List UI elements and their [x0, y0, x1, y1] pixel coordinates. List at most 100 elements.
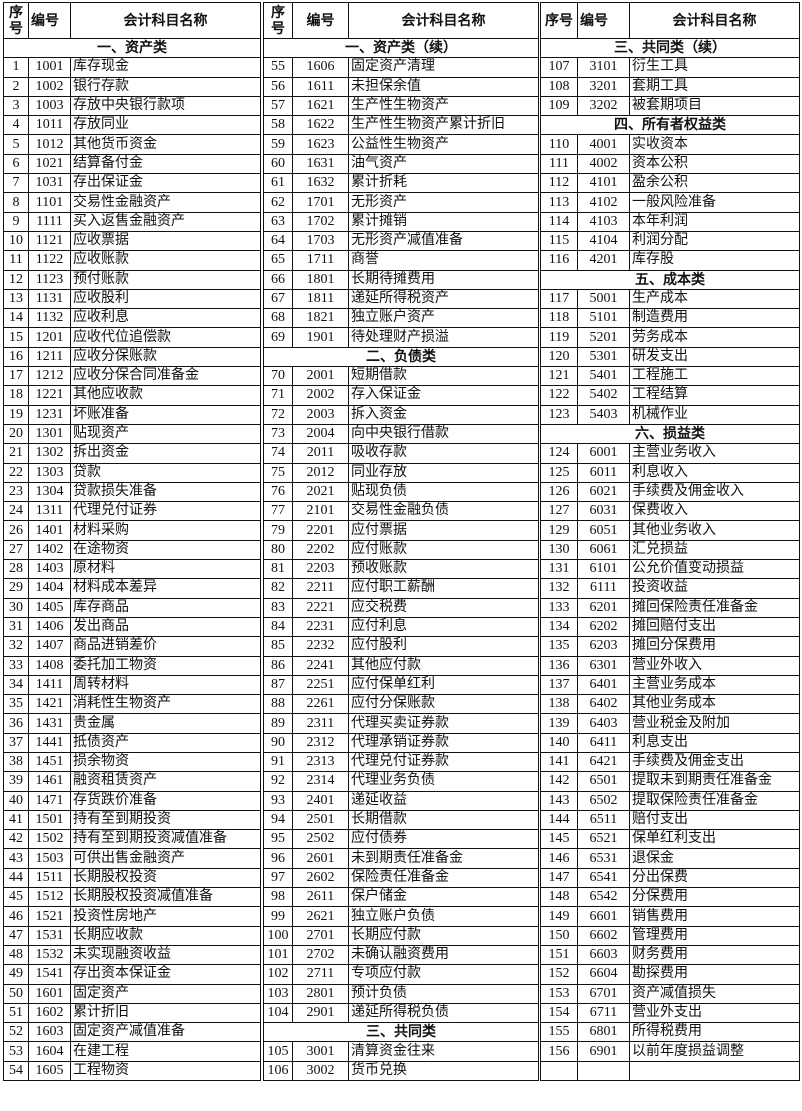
name-cell: 套期工具	[629, 76, 800, 97]
name-cell: 存放中央银行款项	[70, 95, 261, 117]
account-row: 130 6061 汇兑损益	[540, 539, 800, 561]
account-row: 18 1221 其他应收款	[3, 385, 261, 406]
code-cell: 2611	[292, 887, 349, 908]
code-cell: 4103	[577, 211, 630, 232]
section-header-row: 三、共同类（续）	[540, 37, 800, 59]
account-row: 87 2251 应付保单红利	[263, 674, 539, 696]
code-cell: 1901	[292, 327, 349, 348]
seq-cell: 123	[540, 404, 578, 425]
code-cell: 2711	[292, 964, 349, 985]
name-cell: 生产性生物资产累计折旧	[348, 115, 539, 136]
name-cell: 长期待摊费用	[348, 269, 539, 290]
account-row: 58 1622 生产性生物资产累计折旧	[263, 115, 539, 136]
code-cell: 1101	[28, 192, 71, 213]
code-cell: 4002	[577, 153, 630, 175]
code-cell: 2202	[292, 539, 349, 561]
seq-cell: 37	[3, 732, 29, 753]
seq-cell: 40	[3, 790, 29, 811]
name-cell: 固定资产减值准备	[70, 1022, 261, 1043]
account-row: 1 1001 库存现金	[3, 57, 261, 78]
name-cell: 保险责任准备金	[348, 867, 539, 889]
seq-cell: 121	[540, 366, 578, 387]
code-cell: 6604	[577, 964, 630, 985]
account-row: 107 3101 衍生工具	[540, 57, 800, 78]
section-title: 四、所有者权益类	[540, 115, 800, 136]
seq-cell: 61	[263, 173, 293, 194]
name-cell: 营业外支出	[629, 1002, 800, 1024]
account-row: 125 6011 利息收入	[540, 462, 800, 483]
seq-cell: 113	[540, 192, 578, 213]
seq-cell: 127	[540, 501, 578, 522]
code-cell: 6061	[577, 539, 630, 561]
seq-cell: 23	[3, 481, 29, 503]
seq-cell: 86	[263, 655, 293, 676]
name-cell: 衍生工具	[629, 57, 800, 78]
code-cell: 6541	[577, 867, 630, 889]
header-row: 序号 编号 会计科目名称	[540, 2, 800, 39]
account-row: 142 6501 提取未到期责任准备金	[540, 771, 800, 792]
account-row: 14 1132 应收利息	[3, 308, 261, 329]
seq-cell: 42	[3, 829, 29, 850]
code-cell: 1601	[28, 983, 71, 1004]
code-cell: 1021	[28, 153, 71, 175]
seq-cell: 36	[3, 713, 29, 734]
seq-cell: 98	[263, 887, 293, 908]
name-cell: 未实现融资收益	[70, 944, 261, 966]
code-cell: 1521	[28, 906, 71, 927]
account-row: 23 1304 贷款损失准备	[3, 481, 261, 503]
seq-cell: 67	[263, 288, 293, 310]
account-row: 33 1408 委托加工物资	[3, 655, 261, 676]
section-title: 一、资产类	[3, 37, 261, 59]
code-cell: 2311	[292, 713, 349, 734]
name-cell: 存出保证金	[70, 173, 261, 194]
section-header-row: 一、资产类	[3, 37, 261, 59]
name-cell: 商品进销差价	[70, 636, 261, 657]
seq-cell: 76	[263, 481, 293, 503]
seq-cell: 58	[263, 115, 293, 136]
name-cell: 无形资产	[348, 192, 539, 213]
header-name: 会计科目名称	[348, 2, 539, 39]
name-cell: 贷款损失准备	[70, 481, 261, 503]
seq-cell: 141	[540, 751, 578, 773]
code-cell: 1611	[292, 76, 349, 97]
name-cell: 固定资产清理	[348, 57, 539, 78]
name-cell: 预计负债	[348, 983, 539, 1004]
code-cell: 6501	[577, 771, 630, 792]
account-row: 74 2011 吸收存款	[263, 443, 539, 464]
code-cell: 6602	[577, 925, 630, 946]
name-cell: 长期股权投资减值准备	[70, 887, 261, 908]
account-row: 95 2502 应付债券	[263, 829, 539, 850]
code-cell: 1501	[28, 809, 71, 831]
seq-cell: 152	[540, 964, 578, 985]
seq-cell: 145	[540, 829, 578, 850]
name-cell: 坏账准备	[70, 404, 261, 425]
seq-cell: 70	[263, 366, 293, 387]
code-cell: 2011	[292, 443, 349, 464]
account-row: 131 6101 公允价值变动损益	[540, 559, 800, 580]
seq-cell: 81	[263, 559, 293, 580]
name-cell: 公允价值变动损益	[629, 559, 800, 580]
accounts-table-column-2: 序号 编号 会计科目名称 一、资产类（续） 55 1606 固定资产清理 56 1611 未…	[263, 2, 539, 1082]
name-cell: 被套期项目	[629, 95, 800, 117]
account-row: 5 1012 其他货币资金	[3, 134, 261, 155]
name-cell: 存货跌价准备	[70, 790, 261, 811]
code-cell: 6542	[577, 887, 630, 908]
account-row: 60 1631 油气资产	[263, 153, 539, 175]
name-cell: 盈余公积	[629, 173, 800, 194]
seq-cell: 92	[263, 771, 293, 792]
name-cell: 管理费用	[629, 925, 800, 946]
code-cell: 4001	[577, 134, 630, 155]
account-row: 153 6701 资产减值损失	[540, 983, 800, 1004]
name-cell: 应付分保账款	[348, 694, 539, 715]
account-row: 9 1111 买入返售金融资产	[3, 211, 261, 232]
code-cell: 2502	[292, 829, 349, 850]
name-cell: 生产成本	[629, 288, 800, 310]
seq-cell: 65	[263, 250, 293, 271]
code-cell: 1471	[28, 790, 71, 811]
name-cell: 其他业务收入	[629, 520, 800, 541]
code-cell: 1411	[28, 674, 71, 696]
account-row: 10 1121 应收票据	[3, 230, 261, 252]
name-cell: 保费收入	[629, 501, 800, 522]
code-cell: 1603	[28, 1022, 71, 1043]
account-row: 32 1407 商品进销差价	[3, 636, 261, 657]
